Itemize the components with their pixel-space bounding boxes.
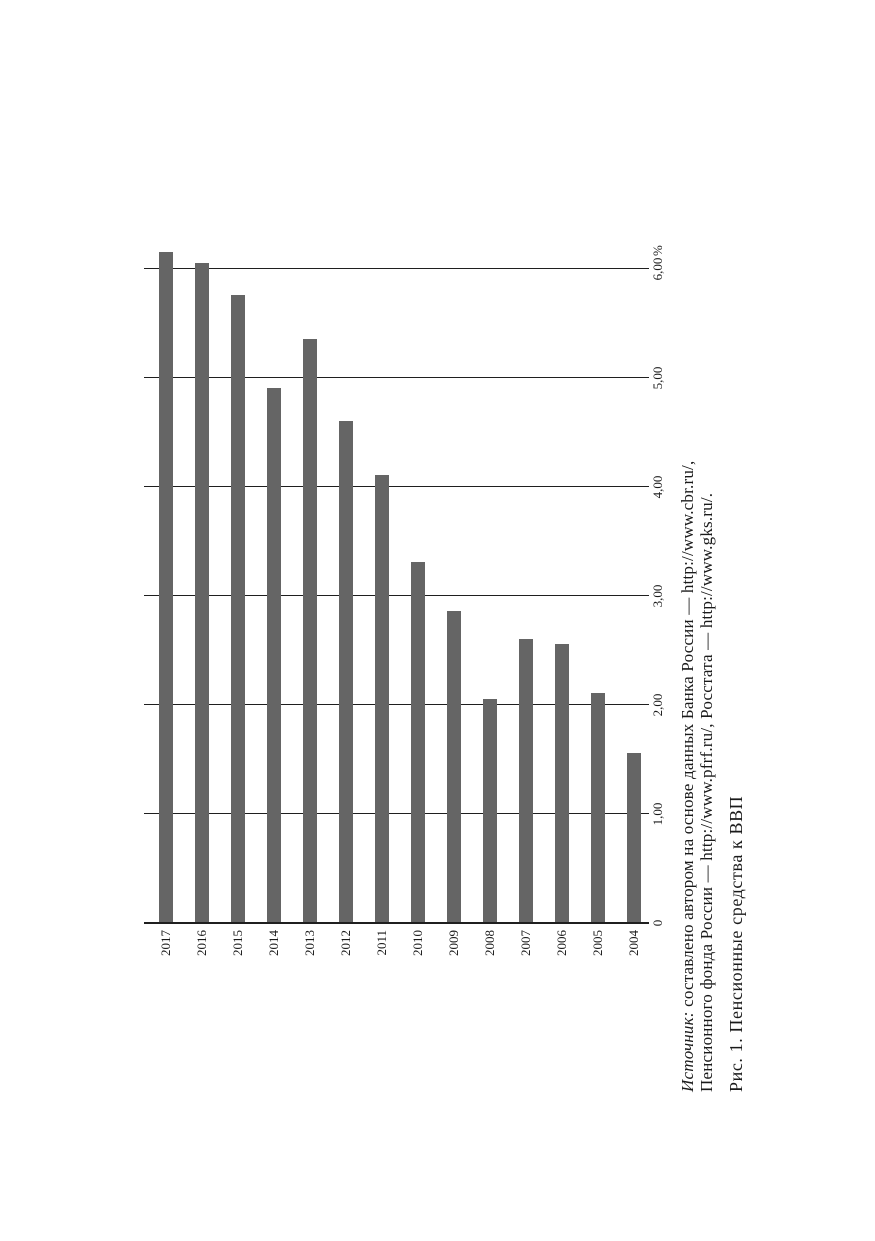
bar bbox=[627, 753, 641, 922]
source-text: составлено автором на основе данных Банк… bbox=[678, 460, 697, 1007]
category-label: 2009 bbox=[446, 930, 461, 956]
gridline bbox=[144, 377, 649, 378]
category-label: 2006 bbox=[554, 930, 569, 956]
bar bbox=[339, 421, 353, 922]
bar bbox=[267, 388, 281, 922]
gridline bbox=[144, 595, 649, 596]
bar bbox=[159, 252, 173, 922]
value-tick-label: 3,00 bbox=[650, 584, 665, 608]
bar bbox=[591, 693, 605, 922]
bar bbox=[303, 339, 317, 922]
figure-caption: Рис. 1. Пенсионные средства к ВВП bbox=[726, 795, 746, 1092]
value-tick-label: 4,00 bbox=[650, 475, 665, 499]
category-label: 2012 bbox=[338, 930, 353, 956]
value-tick-label: 1,00 bbox=[650, 802, 665, 826]
gridline bbox=[144, 486, 649, 487]
source-label: Источник: bbox=[678, 1011, 697, 1092]
bar bbox=[231, 295, 245, 922]
category-label: 2005 bbox=[590, 930, 605, 956]
category-label: 2014 bbox=[266, 930, 281, 956]
category-label: 2008 bbox=[482, 930, 497, 956]
gridline bbox=[144, 704, 649, 705]
source-line: Источник: составлено автором на основе д… bbox=[678, 461, 697, 1092]
gridline bbox=[144, 813, 649, 814]
bar-chart: 2017 2016 2015 2014 2013 2012 2011 2010 2009 2008… bbox=[142, 226, 674, 1096]
bar bbox=[375, 475, 389, 922]
gridline bbox=[144, 268, 649, 269]
value-tick-label: 0 bbox=[650, 919, 665, 927]
value-tick-label: 5,00 bbox=[650, 366, 665, 390]
category-label: 2015 bbox=[230, 930, 245, 956]
value-axis-unit-label: % bbox=[650, 245, 665, 256]
bar bbox=[555, 644, 569, 922]
category-label: 2007 bbox=[518, 930, 533, 956]
value-tick-label: 2,00 bbox=[650, 693, 665, 717]
category-label: 2017 bbox=[158, 930, 173, 956]
bar bbox=[519, 639, 533, 922]
bar bbox=[447, 611, 461, 922]
bar bbox=[411, 562, 425, 922]
category-label: 2016 bbox=[194, 930, 209, 956]
source-line: Пенсионного фонда России — http://www.pf… bbox=[697, 492, 716, 1092]
category-label: 2011 bbox=[374, 930, 389, 956]
category-label: 2013 bbox=[302, 930, 317, 956]
category-label: 2010 bbox=[410, 930, 425, 956]
category-label: 2004 bbox=[626, 930, 641, 956]
rotated-figure: 2017 2016 2015 2014 2013 2012 2011 2010 2009 2008… bbox=[142, 226, 774, 1096]
figure-source-note: Источник: составлено автором на основе д… bbox=[678, 461, 716, 1092]
category-axis-line bbox=[144, 922, 649, 924]
bar bbox=[195, 263, 209, 922]
bar bbox=[483, 699, 497, 922]
